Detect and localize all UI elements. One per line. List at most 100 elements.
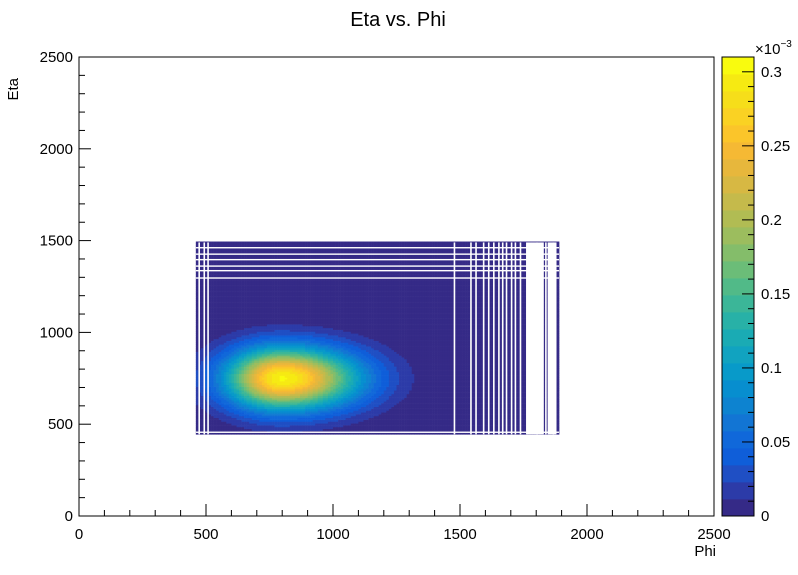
heatmap-cell (254, 360, 258, 363)
heatmap-cell (272, 314, 275, 318)
heatmap-cell (282, 267, 286, 270)
heatmap-cell (195, 408, 199, 411)
heatmap-cell (279, 267, 283, 270)
heatmap-cell (305, 289, 308, 292)
heatmap-cell (261, 428, 265, 431)
heatmap-cell (310, 342, 313, 345)
heatmap-cell (246, 406, 250, 409)
heatmap-cell (251, 254, 255, 257)
heatmap-cell (195, 415, 199, 419)
heatmap-cell (299, 303, 303, 307)
heatmap-cell (195, 382, 199, 386)
heatmap-cell (233, 309, 237, 312)
heatmap-cell (256, 298, 260, 301)
heatmap-cell (200, 408, 204, 411)
heatmap-cell (251, 404, 255, 408)
heatmap-cell (294, 371, 298, 375)
heatmap-cell (226, 348, 230, 351)
heatmap-cell (284, 359, 288, 362)
heatmap-cell (213, 417, 217, 420)
heatmap-cell (213, 241, 217, 244)
heatmap-cell (231, 406, 235, 409)
heatmap-cell (277, 270, 280, 274)
heatmap-cell (231, 272, 235, 275)
heatmap-cell (277, 298, 280, 301)
heatmap-cell (287, 348, 291, 351)
heatmap-cell (213, 362, 217, 365)
heatmap-cell (195, 417, 199, 420)
heatmap-cell (292, 397, 296, 400)
heatmap-cell (272, 344, 275, 347)
heatmap-cell (208, 324, 212, 327)
heatmap-cell (251, 259, 255, 263)
heatmap-cell (274, 261, 278, 264)
heatmap-cell (216, 307, 219, 310)
heatmap-cell (231, 292, 235, 296)
heatmap-cell (261, 274, 265, 277)
heatmap-cell (195, 357, 199, 360)
heatmap-cell (266, 377, 270, 380)
heatmap-cell (302, 344, 306, 347)
heatmap-cell (292, 384, 296, 387)
heatmap-cell (287, 401, 291, 404)
heatmap-cell (256, 335, 260, 338)
heatmap-cell (254, 412, 258, 415)
heatmap-cell (277, 254, 280, 257)
heatmap-cell (211, 415, 214, 419)
heatmap-cell (284, 261, 288, 264)
heatmap-cell (228, 362, 232, 365)
heatmap-cell (272, 302, 275, 305)
heatmap-cell (228, 348, 232, 351)
heatmap-cell (233, 360, 237, 363)
heatmap-cell (239, 254, 242, 257)
heatmap-cell (231, 357, 235, 360)
heatmap-cell (254, 397, 258, 400)
heatmap-cell (287, 272, 291, 275)
heatmap-cell (294, 263, 298, 266)
heatmap-cell (289, 333, 293, 336)
heatmap-cell (305, 320, 308, 323)
heatmap-cell (299, 410, 303, 413)
heatmap-cell (226, 303, 230, 307)
heatmap-cell (216, 364, 219, 367)
heatmap-cell (211, 417, 214, 420)
heatmap-cell (249, 305, 253, 308)
heatmap-cell (221, 399, 225, 402)
heatmap-cell (312, 303, 316, 307)
heatmap-cell (302, 390, 306, 393)
heatmap-cell (269, 285, 273, 288)
heatmap-cell (244, 392, 247, 395)
heatmap-cell (251, 294, 255, 297)
heatmap-cell (287, 261, 291, 264)
heatmap-cell (218, 285, 222, 288)
heatmap-cell (246, 362, 250, 365)
heatmap-cell (254, 366, 258, 369)
heatmap-cell (216, 303, 219, 307)
heatmap-cell (236, 298, 240, 301)
heatmap-cell (251, 320, 255, 323)
heatmap-cell (266, 423, 270, 426)
heatmap-cell (231, 381, 235, 384)
heatmap-cell (223, 329, 227, 332)
heatmap-cell (292, 291, 296, 294)
heatmap-cell (254, 272, 258, 275)
heatmap-cell (254, 344, 258, 347)
heatmap-cell (292, 324, 296, 327)
heatmap-cell (259, 254, 263, 257)
heatmap-cell (307, 243, 311, 246)
heatmap-cell (195, 346, 199, 349)
heatmap-cell (297, 241, 301, 244)
heatmap-cell (244, 414, 247, 417)
heatmap-cell (282, 270, 286, 274)
heatmap-cell (282, 351, 286, 354)
heatmap-cell (200, 243, 204, 246)
heatmap-cell (284, 415, 288, 419)
heatmap-cell (251, 335, 255, 338)
heatmap-cell (297, 426, 301, 430)
heatmap-cell (297, 360, 301, 363)
heatmap-cell (251, 390, 255, 393)
heatmap-cell (299, 322, 303, 325)
heatmap-cell (261, 272, 265, 275)
heatmap-cell (231, 375, 235, 378)
heatmap-cell (274, 281, 278, 285)
